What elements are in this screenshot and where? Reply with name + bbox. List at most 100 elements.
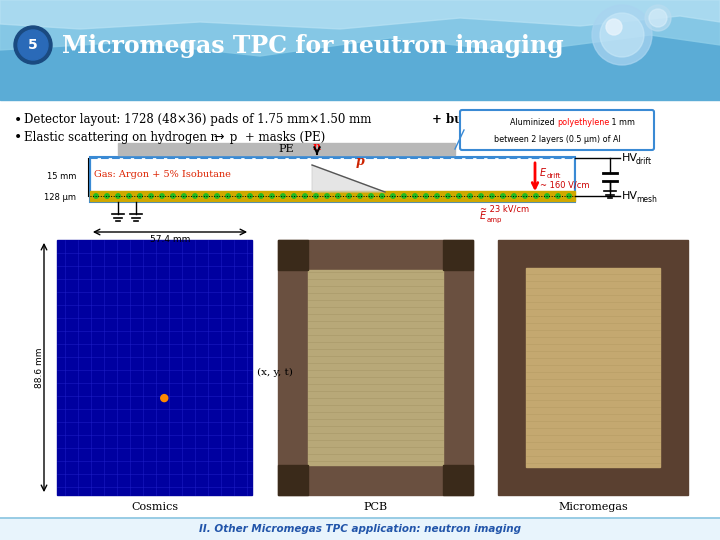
Circle shape xyxy=(18,30,48,60)
Text: drift: drift xyxy=(547,173,562,179)
Circle shape xyxy=(501,194,505,198)
Circle shape xyxy=(567,194,571,198)
Text: (x, y, t): (x, y, t) xyxy=(257,368,293,377)
Circle shape xyxy=(138,194,142,198)
Circle shape xyxy=(181,194,186,198)
Circle shape xyxy=(281,194,285,198)
Text: E: E xyxy=(480,211,486,221)
FancyBboxPatch shape xyxy=(460,110,654,150)
Circle shape xyxy=(258,194,264,198)
Bar xyxy=(278,240,308,270)
Text: amp: amp xyxy=(487,217,503,223)
Circle shape xyxy=(171,194,175,198)
Circle shape xyxy=(116,194,120,198)
Text: Cosmics: Cosmics xyxy=(131,502,178,512)
Circle shape xyxy=(237,194,241,198)
Text: •: • xyxy=(14,113,22,127)
Circle shape xyxy=(413,194,417,198)
Text: •: • xyxy=(14,130,22,144)
Circle shape xyxy=(226,194,230,198)
Text: p  + masks (PE): p + masks (PE) xyxy=(226,131,325,144)
Circle shape xyxy=(160,194,164,198)
Circle shape xyxy=(556,194,560,198)
Circle shape xyxy=(270,194,274,198)
Circle shape xyxy=(215,194,219,198)
Circle shape xyxy=(380,194,384,198)
Text: + bulk Micromegas: + bulk Micromegas xyxy=(432,113,561,126)
Text: HV: HV xyxy=(622,153,638,163)
Circle shape xyxy=(479,194,483,198)
Circle shape xyxy=(105,194,109,198)
Circle shape xyxy=(14,26,52,64)
Bar xyxy=(443,240,473,270)
Text: 5: 5 xyxy=(28,38,38,52)
Text: ~ 160 V/cm: ~ 160 V/cm xyxy=(540,180,590,189)
Circle shape xyxy=(358,194,362,198)
Text: II. Other Micromegas TPC application: neutron imaging: II. Other Micromegas TPC application: ne… xyxy=(199,524,521,534)
Circle shape xyxy=(149,194,153,198)
Text: 88.6 mm: 88.6 mm xyxy=(35,347,45,388)
Circle shape xyxy=(456,194,462,198)
Circle shape xyxy=(369,194,373,198)
Circle shape xyxy=(314,194,318,198)
Text: 15 mm: 15 mm xyxy=(47,172,76,181)
Bar xyxy=(278,240,473,495)
Circle shape xyxy=(649,9,667,27)
Circle shape xyxy=(424,194,428,198)
Text: Elastic scattering on hydrogen n: Elastic scattering on hydrogen n xyxy=(24,131,222,144)
Bar xyxy=(92,159,573,193)
Circle shape xyxy=(468,194,472,198)
Circle shape xyxy=(325,194,329,198)
Circle shape xyxy=(523,194,527,198)
Circle shape xyxy=(435,194,439,198)
Text: 1 mm: 1 mm xyxy=(609,118,635,126)
Circle shape xyxy=(292,194,296,198)
Circle shape xyxy=(161,395,168,402)
Text: PCB: PCB xyxy=(364,502,387,512)
Circle shape xyxy=(512,194,516,198)
Bar xyxy=(443,465,473,495)
Text: PE: PE xyxy=(279,144,294,154)
Circle shape xyxy=(127,194,131,198)
Circle shape xyxy=(391,194,395,198)
Text: Micromegas: Micromegas xyxy=(558,502,628,512)
Circle shape xyxy=(347,194,351,198)
Circle shape xyxy=(600,13,644,57)
Text: Gas: Argon + 5% Isobutane: Gas: Argon + 5% Isobutane xyxy=(94,170,231,179)
Circle shape xyxy=(446,194,450,198)
Circle shape xyxy=(490,194,494,198)
Text: 128 μm: 128 μm xyxy=(44,192,76,201)
Text: polyethylene: polyethylene xyxy=(557,118,609,126)
Circle shape xyxy=(592,5,652,65)
Bar xyxy=(90,157,575,202)
Bar xyxy=(0,0,720,100)
Circle shape xyxy=(303,194,307,198)
Text: between 2 layers (0.5 μm) of Al: between 2 layers (0.5 μm) of Al xyxy=(494,134,621,144)
Text: E: E xyxy=(540,168,546,179)
Circle shape xyxy=(204,194,208,198)
Circle shape xyxy=(248,194,252,198)
Text: n: n xyxy=(313,141,321,152)
Polygon shape xyxy=(0,0,720,56)
Bar xyxy=(90,191,575,201)
Circle shape xyxy=(606,19,622,35)
Bar xyxy=(0,518,720,540)
Text: HV: HV xyxy=(622,191,638,201)
Text: Detector layout: 1728 (48×36) pads of 1.75 mm×1.50 mm: Detector layout: 1728 (48×36) pads of 1.… xyxy=(24,113,372,126)
Circle shape xyxy=(545,194,549,198)
Text: Aluminized: Aluminized xyxy=(510,118,557,126)
Text: drift: drift xyxy=(636,158,652,166)
Circle shape xyxy=(645,5,671,31)
Bar xyxy=(118,143,455,155)
Text: Micromegas TPC for neutron imaging: Micromegas TPC for neutron imaging xyxy=(62,34,564,58)
Text: mesh: mesh xyxy=(636,195,657,205)
Bar xyxy=(526,268,660,467)
Text: p: p xyxy=(356,156,364,168)
Bar xyxy=(498,240,688,495)
Circle shape xyxy=(402,194,406,198)
Polygon shape xyxy=(0,0,720,29)
Bar xyxy=(57,240,252,495)
Polygon shape xyxy=(312,165,385,192)
Circle shape xyxy=(336,194,340,198)
Circle shape xyxy=(94,194,98,198)
